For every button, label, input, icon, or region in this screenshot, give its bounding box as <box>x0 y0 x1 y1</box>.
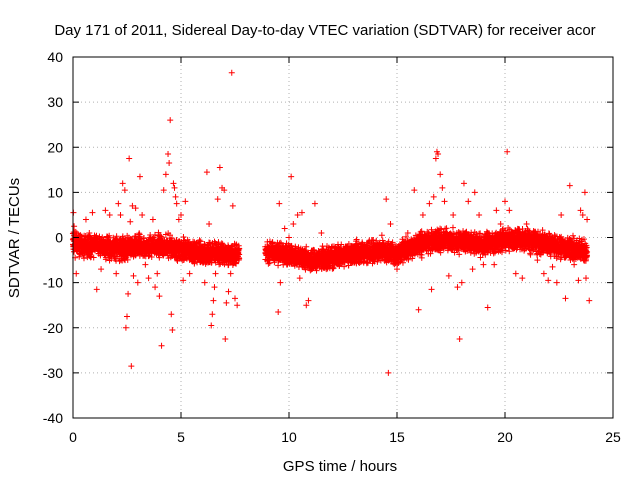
data-point <box>265 261 271 267</box>
data-point <box>450 225 456 231</box>
series-sdtvar <box>70 70 592 376</box>
